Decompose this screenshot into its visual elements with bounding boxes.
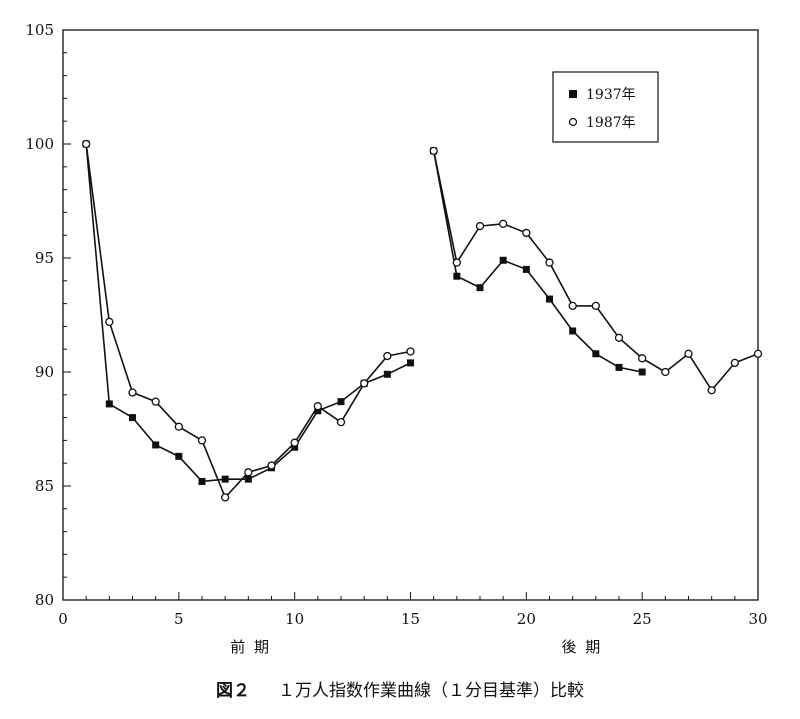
legend: 1937年 1987年 <box>552 71 659 143</box>
data-point-circle <box>730 358 739 368</box>
data-point-circle <box>383 351 392 361</box>
data-point-circle <box>661 367 670 377</box>
y-tick-label: 105 <box>25 21 54 39</box>
data-point-square <box>383 370 391 378</box>
y-tick-label: 80 <box>35 591 54 609</box>
series-line <box>85 143 411 499</box>
data-point-circle <box>522 228 531 238</box>
series-line <box>432 150 643 373</box>
x-tick-label: 5 <box>174 610 184 628</box>
data-point-square <box>314 407 322 415</box>
data-point-circle <box>684 349 693 358</box>
data-point-square <box>407 359 414 367</box>
data-point-circle <box>221 493 230 502</box>
data-point-circle <box>568 301 577 311</box>
line-chart: 0 5 10 15 20 25 30 80 85 90 95 100 105 前 期 後 期 1937年… <box>25 21 768 656</box>
x-axis-ticks: 0 5 10 15 20 25 30 <box>58 592 768 628</box>
x-tick-label: 10 <box>285 610 304 628</box>
caption-text: １万人指数作業曲線（１分目基準）比較 <box>278 681 584 701</box>
data-point-square <box>105 400 113 408</box>
data-point-circle <box>151 397 160 406</box>
series-line <box>85 143 411 483</box>
data-point-circle <box>267 461 276 470</box>
data-point-square <box>198 477 206 485</box>
figure-number: 図２ <box>216 681 250 701</box>
data-point-circle <box>429 146 438 155</box>
data-point-square <box>546 295 553 303</box>
data-point-square <box>244 475 252 483</box>
data-point-circle <box>82 139 91 149</box>
data-point-circle <box>313 402 322 411</box>
data-point-square <box>129 414 136 422</box>
period-label: 前 期 <box>230 638 271 656</box>
data-point-square <box>337 398 345 406</box>
y-axis-ticks: 80 85 90 95 100 105 <box>25 21 71 609</box>
data-point-circle <box>244 468 253 477</box>
data-point-circle <box>406 347 415 356</box>
series-layer <box>82 139 763 502</box>
legend-label-1987: 1987年 <box>586 115 636 131</box>
series-1 <box>82 140 646 485</box>
x-tick-label: 0 <box>58 610 68 628</box>
period-label: 後 期 <box>562 638 603 656</box>
data-point-circle <box>105 317 114 326</box>
data-point-square <box>569 327 577 335</box>
data-point-circle <box>174 422 183 431</box>
data-point-square <box>152 441 160 449</box>
data-point-circle <box>499 219 508 228</box>
legend-label-1937: 1937年 <box>586 87 636 103</box>
data-point-circle <box>545 258 554 267</box>
x-tick-label: 25 <box>633 610 652 628</box>
data-point-circle <box>290 438 299 447</box>
x-tick-label: 30 <box>748 610 767 628</box>
data-point-square <box>476 284 484 292</box>
legend-marker-square <box>569 90 577 98</box>
legend-box <box>552 71 659 143</box>
data-point-circle <box>753 349 763 358</box>
data-point-circle <box>360 379 369 388</box>
series-2 <box>82 139 763 502</box>
data-point-circle <box>197 436 207 445</box>
data-point-circle <box>452 258 461 267</box>
data-point-circle <box>707 386 716 395</box>
data-point-circle <box>128 388 137 397</box>
data-point-circle <box>591 301 600 311</box>
x-tick-label: 15 <box>401 610 420 628</box>
legend-marker-circle <box>568 117 578 127</box>
data-point-square <box>615 363 623 371</box>
data-point-square <box>499 256 507 264</box>
y-tick-label: 85 <box>35 477 54 495</box>
data-point-square <box>453 272 461 280</box>
y-tick-label: 95 <box>35 249 54 267</box>
y-tick-label: 90 <box>35 363 54 381</box>
data-point-square <box>291 443 299 451</box>
data-point-square <box>221 475 229 483</box>
x-tick-label: 20 <box>517 610 536 628</box>
data-point-circle <box>614 333 624 342</box>
data-point-square <box>522 265 530 273</box>
data-point-circle <box>475 221 485 231</box>
data-point-square <box>175 452 183 460</box>
data-point-square <box>592 350 600 358</box>
figure-caption: 図２ １万人指数作業曲線（１分目基準）比較 <box>0 676 800 701</box>
data-point-square <box>638 368 646 376</box>
period-labels: 前 期後 期 <box>230 638 603 656</box>
y-tick-label: 100 <box>25 135 54 153</box>
data-point-circle <box>638 354 647 363</box>
data-point-circle <box>336 418 346 427</box>
